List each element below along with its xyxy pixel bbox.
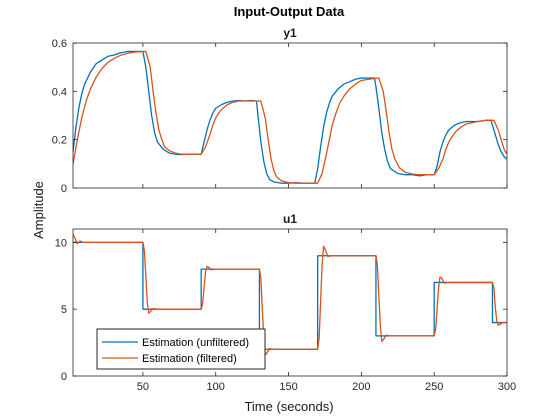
figure-title: Input-Output Data — [234, 4, 345, 19]
legend: Estimation (unfiltered) Estimation (filt… — [96, 328, 266, 370]
panel-u1-xtick-label: 250 — [425, 381, 443, 393]
panel-u1-title: u1 — [283, 212, 297, 226]
panel-u1-xtick-label: 300 — [498, 381, 516, 393]
panel-u1-xtick-label: 200 — [352, 381, 370, 393]
panel-y1-plot-area — [73, 43, 507, 188]
panel-y1-ytick-label: 0.4 — [52, 86, 67, 98]
panel-u1-ytick-label: 0 — [61, 371, 67, 383]
panel-y1-ytick-label: 0.6 — [52, 38, 67, 50]
panel-u1-frame — [72, 228, 508, 377]
legend-label-unfiltered: Estimation (unfiltered) — [142, 337, 249, 349]
panel-u1-ytick-label: 5 — [61, 304, 67, 316]
panel-y1-ytick-label: 0 — [61, 183, 67, 195]
panel-y1-frame — [72, 42, 508, 189]
panel-u1-xtick-label: 100 — [207, 381, 225, 393]
panel-u1-series-filtered — [73, 234, 507, 356]
panel-u1-xtick-label: 150 — [279, 381, 297, 393]
x-axis-label: Time (seconds) — [244, 399, 333, 414]
legend-label-filtered: Estimation (filtered) — [142, 353, 237, 365]
legend-box — [96, 328, 266, 370]
y-axis-label: Amplitude — [31, 181, 46, 239]
panel-u1-xtick-label: 50 — [137, 381, 149, 393]
panel-y1-title: y1 — [283, 26, 297, 40]
panel-u1-ytick-label: 10 — [55, 237, 67, 249]
panel-y1: 0 0.2 0.4 0.6 y1 — [52, 26, 508, 195]
panel-y1-ytick-label: 0.2 — [52, 135, 67, 147]
panel-y1-series-filtered — [73, 50, 507, 184]
